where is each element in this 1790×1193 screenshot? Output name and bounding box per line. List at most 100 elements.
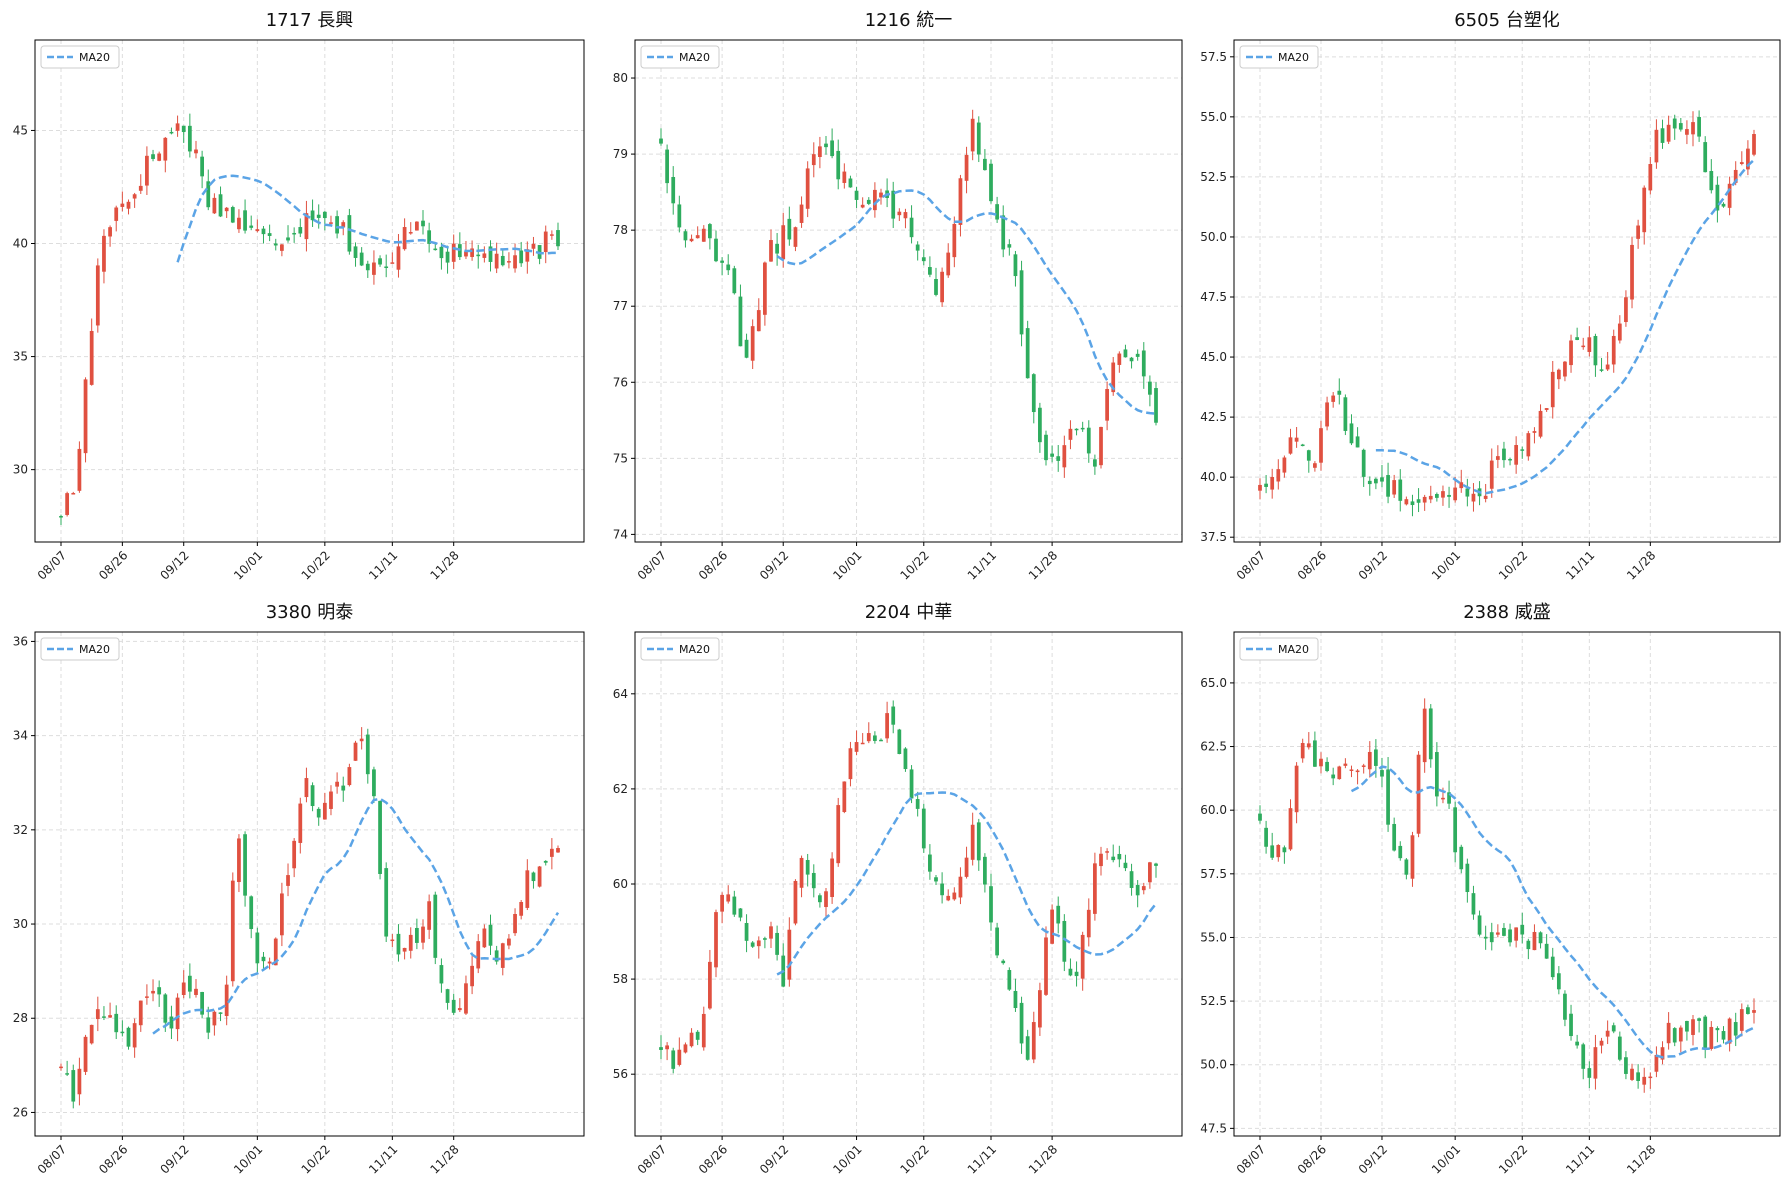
candle-body: [1123, 862, 1128, 869]
candle-body: [102, 235, 106, 272]
candle-body: [860, 742, 865, 745]
candle-body: [1746, 148, 1750, 170]
candle: [316, 807, 321, 826]
candle-body: [836, 805, 841, 864]
candle-body: [934, 877, 938, 882]
candle-body: [1544, 943, 1549, 959]
x-tick-label: 08/07: [1234, 548, 1268, 582]
candle: [329, 785, 333, 816]
candle-body: [1441, 797, 1445, 800]
legend: MA20: [1239, 45, 1319, 69]
candle-body: [1666, 1022, 1671, 1044]
candle: [421, 919, 425, 950]
candle: [1361, 448, 1366, 487]
y-tick-label: 55.0: [1200, 930, 1227, 944]
candle-body: [708, 961, 712, 1009]
candle-body: [1129, 357, 1134, 362]
legend-box: [640, 45, 720, 69]
candle: [267, 224, 272, 242]
candle-body: [390, 939, 395, 942]
candle: [556, 845, 560, 853]
candle-body: [683, 231, 688, 241]
candle: [286, 225, 290, 243]
candle: [1617, 315, 1622, 344]
candle-body: [1648, 1076, 1653, 1079]
candle: [1367, 476, 1372, 496]
candle: [1325, 757, 1329, 773]
candle-body: [556, 848, 560, 853]
x-tick-label: 10/01: [830, 1142, 864, 1176]
ma20-line: [776, 791, 1157, 976]
candle: [1386, 462, 1390, 504]
x-tick-label: 08/26: [1295, 1142, 1329, 1176]
candle-body: [1080, 427, 1085, 430]
x-tick-label: 08/07: [635, 548, 669, 582]
y-tick-label: 50.0: [1200, 230, 1227, 244]
candle-body: [218, 194, 223, 217]
candle-body: [1428, 708, 1433, 760]
candle-body: [482, 928, 487, 948]
candle: [1123, 344, 1128, 358]
candle-body: [298, 803, 303, 843]
candle-body: [194, 988, 198, 995]
candle-body: [175, 123, 180, 131]
candle: [750, 319, 755, 370]
candle-body: [1068, 968, 1073, 976]
candle: [451, 234, 456, 270]
candle-body: [1258, 484, 1262, 491]
candle-body: [701, 1013, 706, 1048]
candle: [537, 865, 542, 888]
chart-title: 6505 台塑化: [1454, 10, 1560, 31]
candle: [915, 241, 920, 261]
candle: [1111, 844, 1116, 863]
candle-body: [891, 706, 896, 725]
candle: [421, 210, 425, 235]
candle-body: [1374, 478, 1378, 484]
candle-body: [1282, 847, 1287, 853]
candle: [1532, 924, 1537, 951]
candle: [1416, 751, 1421, 838]
candle-body: [720, 260, 724, 263]
candle: [187, 113, 192, 158]
candle-body: [451, 999, 456, 1013]
candle: [756, 298, 761, 332]
candle-body: [1483, 936, 1488, 939]
candle-body: [714, 238, 718, 262]
candle-body: [476, 941, 481, 969]
x-tick-label: 11/11: [1563, 1142, 1597, 1176]
candle: [525, 859, 530, 911]
candle: [781, 212, 786, 268]
y-tick-label: 30: [13, 463, 28, 477]
x-tick-label: 09/12: [757, 1142, 791, 1176]
candle-body: [671, 1050, 676, 1069]
candle-body: [1080, 934, 1085, 979]
candle: [353, 242, 358, 267]
candle-body: [433, 248, 438, 251]
candle-body: [1294, 765, 1299, 813]
candle: [1538, 404, 1543, 439]
candle: [102, 229, 106, 284]
candle-body: [1569, 340, 1573, 366]
candle-body: [1093, 459, 1097, 467]
candle-body: [1483, 495, 1488, 499]
candle: [120, 1020, 125, 1037]
candle-body: [1581, 345, 1586, 348]
candle-body: [322, 802, 327, 820]
candle-body: [1721, 1031, 1726, 1040]
candle-body: [1129, 871, 1134, 888]
candle-body: [1575, 337, 1580, 340]
candle-body: [805, 168, 810, 209]
candle-body: [1380, 770, 1384, 777]
candle: [1453, 801, 1458, 863]
candle: [261, 226, 266, 244]
candle: [163, 136, 168, 173]
candle-body: [1495, 932, 1500, 935]
candle: [854, 186, 859, 209]
candle-body: [255, 932, 260, 964]
candle: [1062, 435, 1067, 478]
candle: [1258, 478, 1262, 500]
candle: [1337, 378, 1342, 405]
candle-body: [732, 896, 737, 915]
candle: [138, 174, 143, 194]
